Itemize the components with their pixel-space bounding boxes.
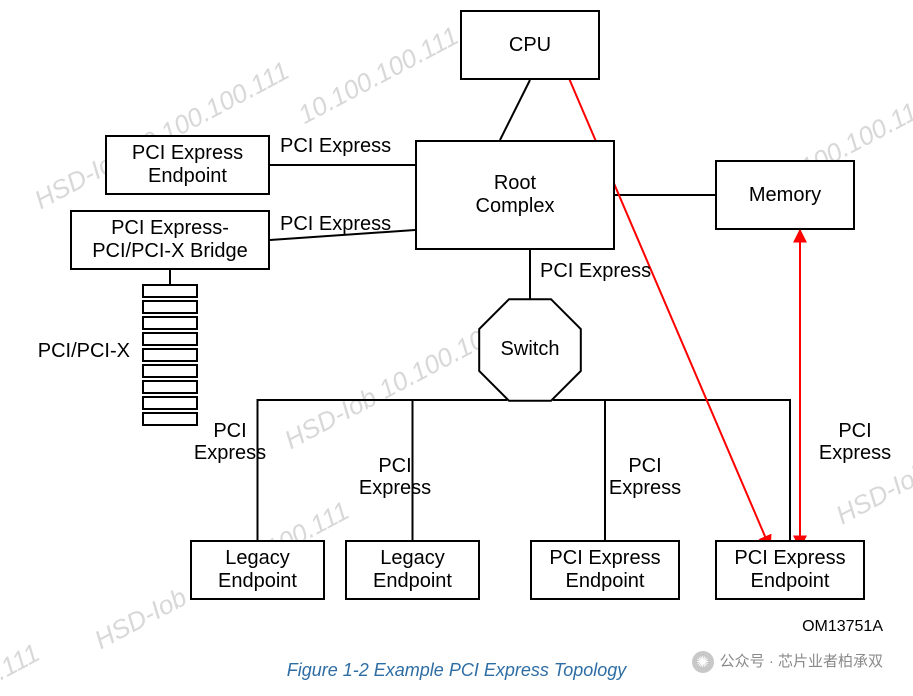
node-cpu: CPU xyxy=(460,10,600,80)
node-pcie_ep_top: PCI ExpressEndpoint xyxy=(105,135,270,195)
edge-label: PCIExpress xyxy=(810,420,900,464)
bus-slot xyxy=(142,412,198,426)
edge-label: PCIExpress xyxy=(350,455,440,499)
footer-text: 公众号 · 芯片业者柏承双 xyxy=(720,653,883,670)
footer-attribution: ✺ 公众号 · 芯片业者柏承双 xyxy=(692,650,883,673)
edge-label: PCIExpress xyxy=(600,455,690,499)
edge-label: PCIExpress xyxy=(185,420,275,464)
node-label: PCI ExpressEndpoint xyxy=(734,547,845,593)
node-label: CPU xyxy=(509,34,551,57)
bus-slot xyxy=(142,332,198,346)
node-label: PCI ExpressEndpoint xyxy=(132,142,243,188)
node-switch-label: Switch xyxy=(490,338,570,360)
node-memory: Memory xyxy=(715,160,855,230)
bus-slot xyxy=(142,348,198,362)
bus-slot xyxy=(142,364,198,378)
node-label: RootComplex xyxy=(476,172,555,218)
wechat-icon: ✺ xyxy=(692,651,714,673)
bus-slot xyxy=(142,380,198,394)
node-legacy2: LegacyEndpoint xyxy=(345,540,480,600)
bus-slot xyxy=(142,396,198,410)
bus-slot xyxy=(142,300,198,314)
node-label: LegacyEndpoint xyxy=(218,547,297,593)
edge-label: PCI Express xyxy=(280,213,420,235)
bus-slot xyxy=(142,316,198,330)
edge-label: PCI Express xyxy=(540,260,680,282)
doc-id: OM13751A xyxy=(802,618,883,636)
node-bridge: PCI Express-PCI/PCI-X Bridge xyxy=(70,210,270,270)
node-label: PCI Express-PCI/PCI-X Bridge xyxy=(92,217,248,263)
edge-label: PCI/PCI-X xyxy=(20,340,130,362)
node-label: PCI ExpressEndpoint xyxy=(549,547,660,593)
node-pcie_ep3: PCI ExpressEndpoint xyxy=(530,540,680,600)
node-label: Memory xyxy=(749,184,821,207)
node-legacy1: LegacyEndpoint xyxy=(190,540,325,600)
node-pcie_ep4: PCI ExpressEndpoint xyxy=(715,540,865,600)
bus-slot xyxy=(142,284,198,298)
node-root: RootComplex xyxy=(415,140,615,250)
watermark: HSD-Iob 10.100.100.111 xyxy=(279,295,544,456)
watermark: 10.100.100.111 xyxy=(293,20,464,130)
edge-label: PCI Express xyxy=(280,135,420,157)
node-label: LegacyEndpoint xyxy=(373,547,452,593)
